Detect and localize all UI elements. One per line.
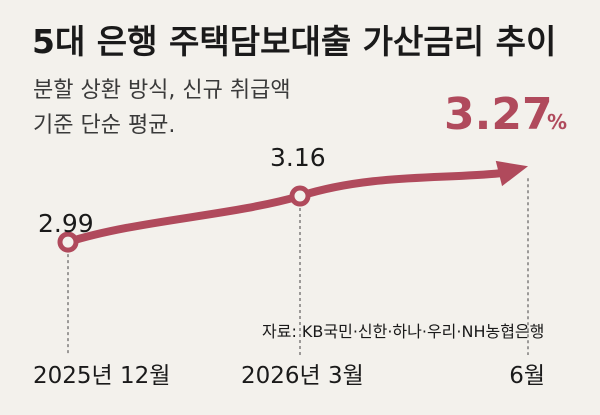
chart-title: 5대 은행 주택담보대출 가산금리 추이 [32,22,556,61]
x-tick-label: 6월 [509,363,545,389]
data-label: 2.99 [38,209,94,238]
data-label-unit: % [547,110,567,134]
data-label: 3.16 [270,143,326,172]
data-point [57,231,79,253]
data-point [289,185,311,207]
chart-subtitle-line-1: 분할 상환 방식, 신규 취급액 [33,78,291,103]
chart-source: 자료: KB국민·신한·하나·우리·NH농협은행 [262,322,544,341]
series-line [64,169,504,247]
x-tick-label: 2026년 3월 [241,363,364,389]
data-label: 3.27 [444,89,553,140]
chart-subtitle-line-2: 기준 단순 평균. [33,113,175,138]
arrowhead [495,160,528,187]
x-tick-label: 2025년 12월 [33,363,170,389]
